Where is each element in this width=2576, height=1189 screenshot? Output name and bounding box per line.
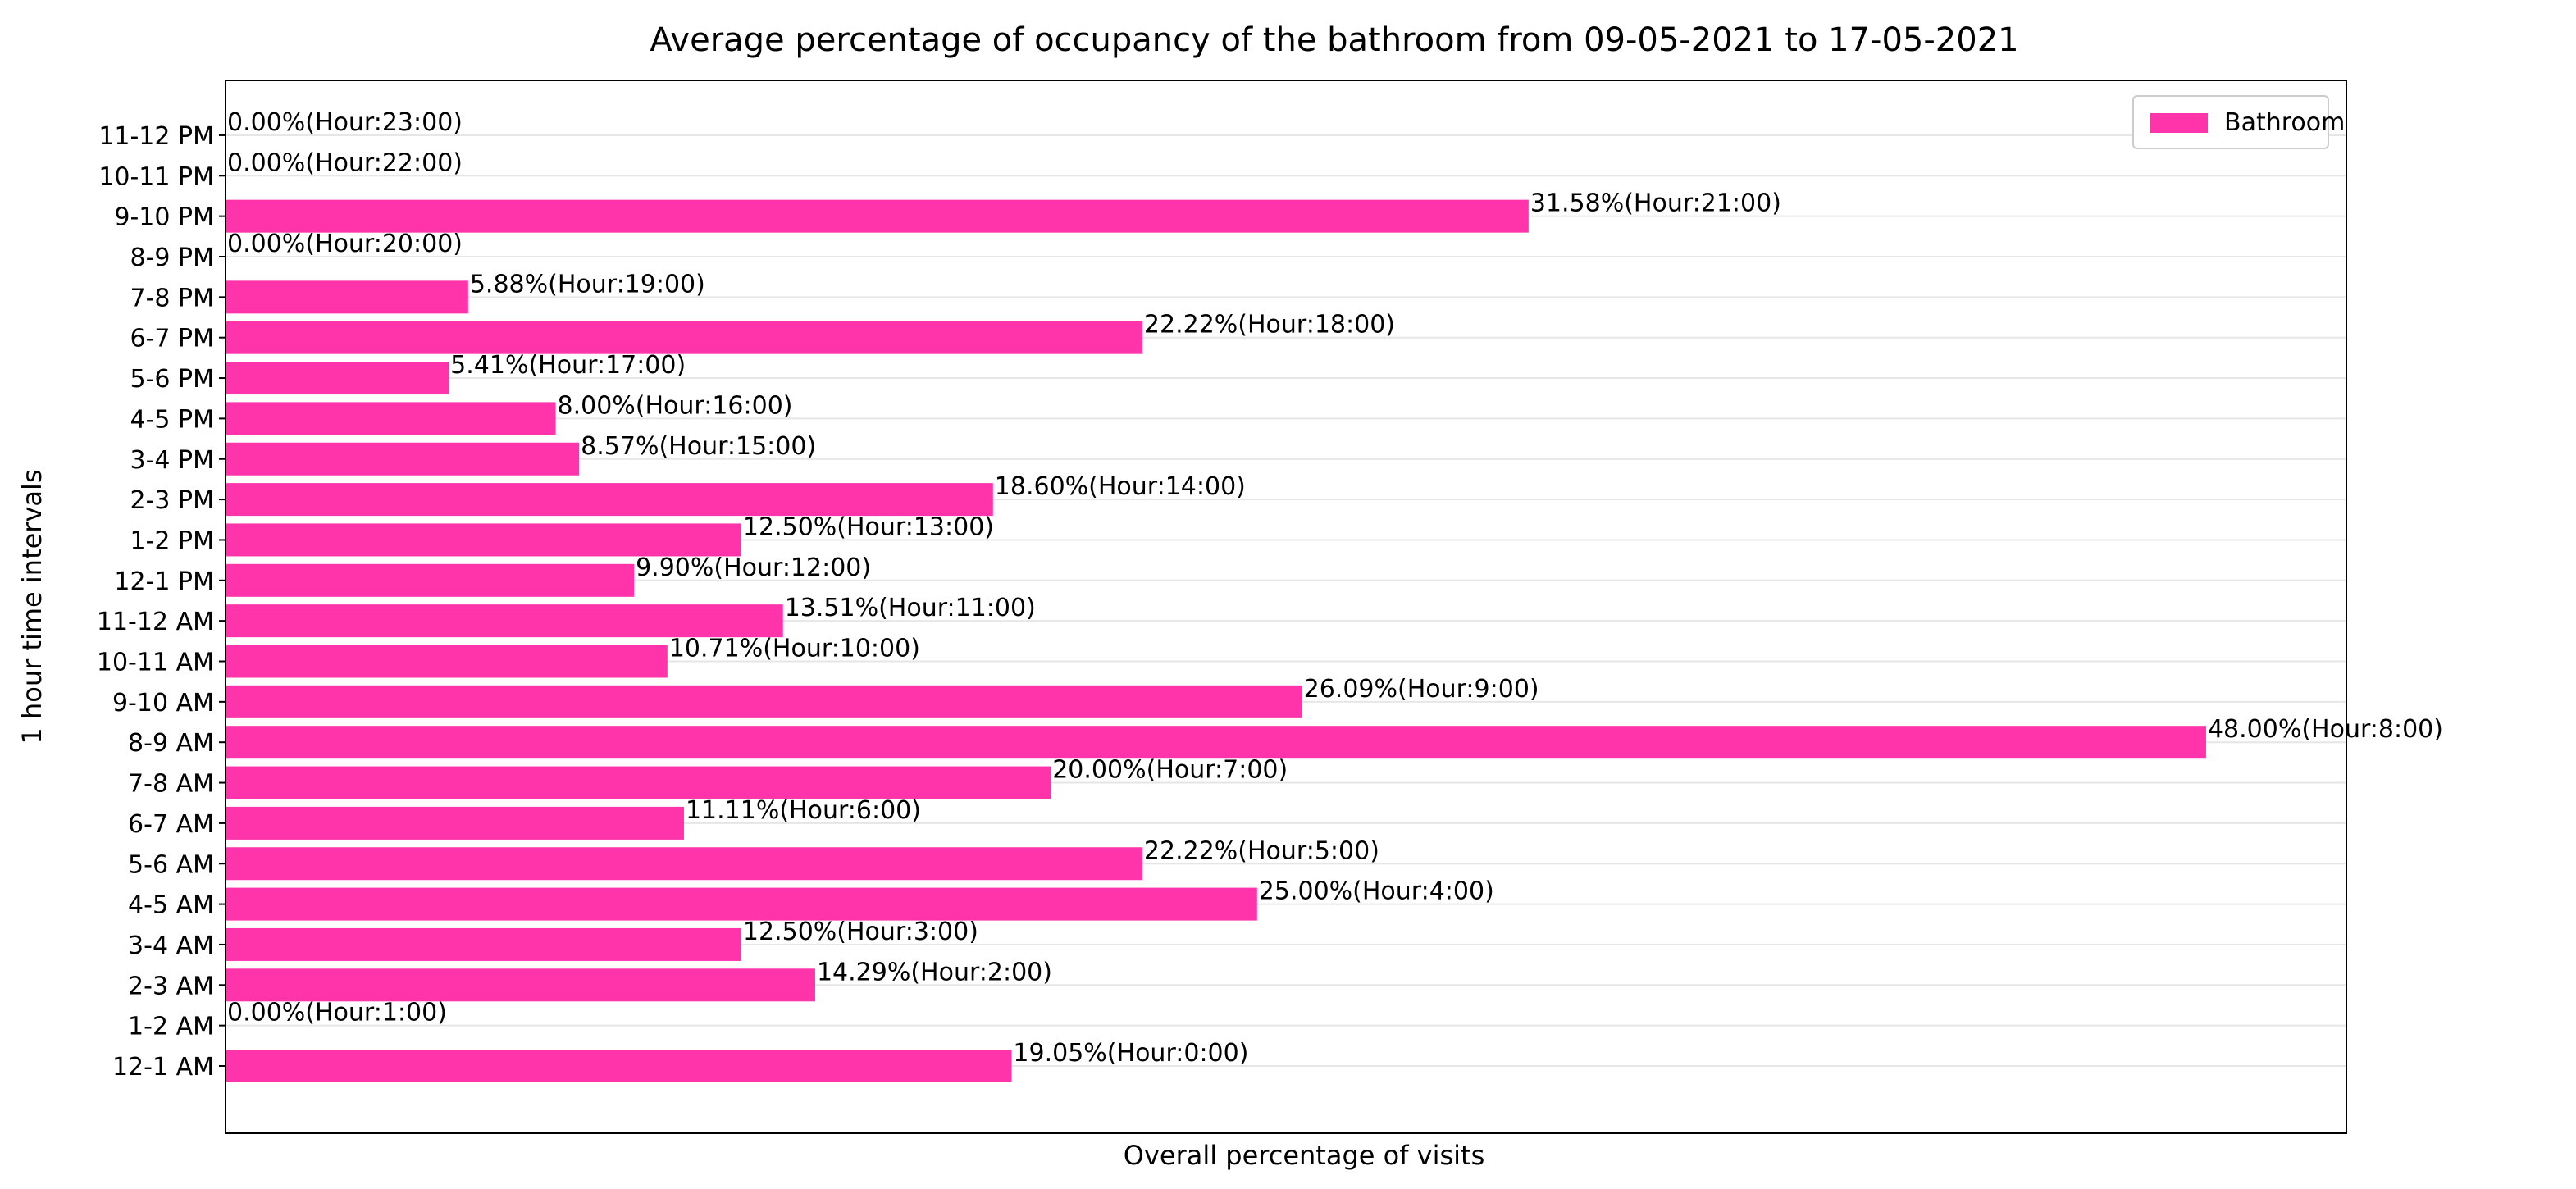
bar xyxy=(226,362,449,395)
y-tick-label: 8-9 AM xyxy=(128,729,214,758)
data-label: 14.29%(Hour:2:00) xyxy=(817,958,1052,986)
legend-box xyxy=(2132,95,2329,149)
y-tick-label: 6-7 AM xyxy=(128,810,214,839)
data-label: 10.71%(Hour:10:00) xyxy=(669,635,920,663)
bar xyxy=(226,726,2206,759)
y-tick-label: 9-10 PM xyxy=(114,203,214,232)
bar xyxy=(226,1050,1012,1082)
bar xyxy=(226,927,741,961)
y-tick-label: 2-3 AM xyxy=(128,972,214,1000)
data-label: 13.51%(Hour:11:00) xyxy=(785,594,1036,622)
bar xyxy=(226,280,468,314)
data-label: 11.11%(Hour:6:00) xyxy=(686,796,921,825)
bar xyxy=(226,402,556,435)
bars xyxy=(226,199,2206,1082)
y-tick-label: 3-4 AM xyxy=(128,932,214,960)
data-label: 12.50%(Hour:13:00) xyxy=(743,512,994,541)
data-label: 0.00%(Hour:23:00) xyxy=(227,108,463,137)
y-tick-label: 5-6 PM xyxy=(130,365,214,394)
legend: Bathroom xyxy=(2132,95,2345,149)
y-tick-label: 12-1 PM xyxy=(114,567,214,596)
bar xyxy=(226,847,1142,881)
y-tick-label: 4-5 PM xyxy=(130,405,214,434)
data-label: 0.00%(Hour:20:00) xyxy=(227,230,463,258)
bar xyxy=(226,483,993,517)
data-label: 22.22%(Hour:5:00) xyxy=(1144,836,1379,865)
data-label: 0.00%(Hour:22:00) xyxy=(227,148,463,177)
y-tick-label: 1-2 AM xyxy=(128,1013,214,1041)
chart-title: Average percentage of occupancy of the b… xyxy=(650,21,2018,59)
y-tick-label: 10-11 PM xyxy=(98,162,214,191)
bar xyxy=(226,968,815,1002)
data-label: 12.50%(Hour:3:00) xyxy=(743,918,978,946)
data-label: 18.60%(Hour:14:00) xyxy=(995,472,1246,501)
bar xyxy=(226,563,635,597)
y-tick-label: 7-8 AM xyxy=(128,770,214,799)
y-tick-label: 10-11 AM xyxy=(97,649,214,677)
y-tick-label: 11-12 AM xyxy=(97,608,214,636)
bar xyxy=(226,806,684,840)
y-tick-label: 2-3 PM xyxy=(130,486,214,515)
data-label: 22.22%(Hour:18:00) xyxy=(1144,311,1395,339)
bar xyxy=(226,685,1302,718)
plot-frame xyxy=(225,80,2347,1134)
y-tick-label: 9-10 AM xyxy=(112,689,214,718)
y-tick-label: 12-1 AM xyxy=(112,1053,214,1082)
data-label: 26.09%(Hour:9:00) xyxy=(1304,675,1539,704)
legend-label: Bathroom xyxy=(2224,108,2345,137)
y-tick-label: 11-12 PM xyxy=(98,122,214,151)
y-tick-labels: 12-1 AM 1-2 AM 2-3 AM 3-4 AM 4-5 AM 5-6 AM 6-7… xyxy=(97,122,226,1082)
data-label: 0.00%(Hour:1:00) xyxy=(227,999,447,1027)
x-axis-label: Overall percentage of visits xyxy=(1124,1140,1485,1171)
bar xyxy=(226,887,1257,921)
bar xyxy=(226,199,1529,233)
y-axis-label: 1 hour time intervals xyxy=(16,469,48,744)
data-label: 8.00%(Hour:16:00) xyxy=(557,391,792,420)
data-label: 8.57%(Hour:15:00) xyxy=(581,432,816,461)
data-label: 48.00%(Hour:8:00) xyxy=(2208,715,2443,744)
data-label: 9.90%(Hour:12:00) xyxy=(636,554,871,582)
data-label: 19.05%(Hour:0:00) xyxy=(1013,1039,1248,1068)
data-label: 5.41%(Hour:17:00) xyxy=(450,351,686,380)
data-labels: 19.05%(Hour:0:00) 0.00%(Hour:1:00) 14.29%(… xyxy=(227,108,2443,1068)
y-tick-label: 1-2 PM xyxy=(130,526,214,555)
bar xyxy=(226,523,741,557)
data-label: 5.88%(Hour:19:00) xyxy=(470,270,705,298)
bar xyxy=(226,604,783,638)
bar xyxy=(226,645,668,678)
y-tick-label: 8-9 PM xyxy=(130,244,214,272)
data-label: 20.00%(Hour:7:00) xyxy=(1052,756,1288,785)
bar xyxy=(226,766,1051,800)
bar xyxy=(226,321,1142,354)
y-tick-label: 7-8 PM xyxy=(130,284,214,312)
y-tick-label: 6-7 PM xyxy=(130,325,214,353)
data-label: 25.00%(Hour:4:00) xyxy=(1259,877,1494,906)
legend-swatch xyxy=(2150,113,2208,133)
data-label: 31.58%(Hour:21:00) xyxy=(1530,189,1781,218)
y-tick-label: 3-4 PM xyxy=(130,446,214,475)
y-tick-label: 5-6 AM xyxy=(128,850,214,879)
y-tick-label: 4-5 AM xyxy=(128,891,214,920)
bar xyxy=(226,442,580,476)
